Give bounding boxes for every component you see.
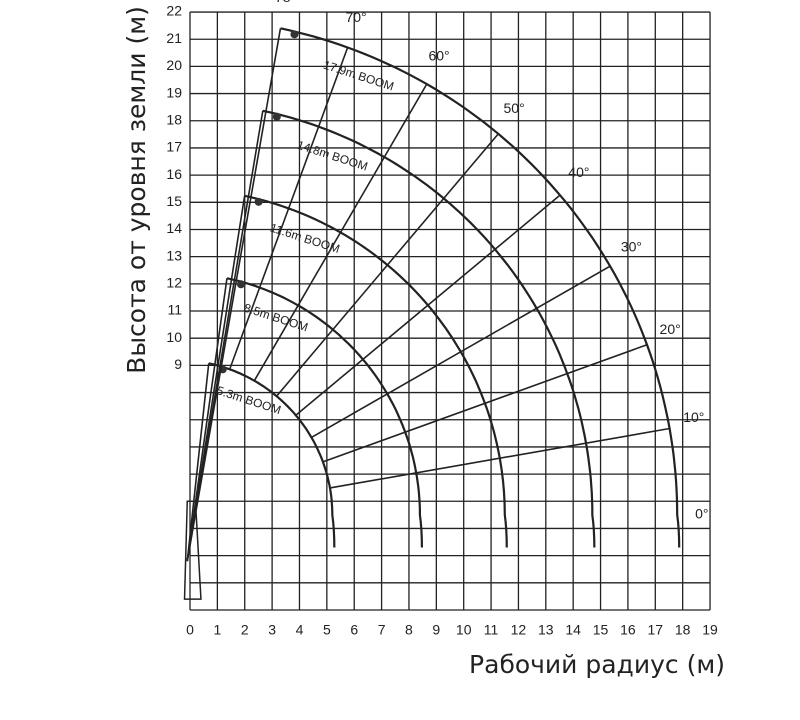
crane-base	[183, 500, 202, 600]
y-tick-label: 17	[166, 139, 182, 155]
y-tick-label: 15	[166, 193, 182, 209]
angle-label: 30°	[621, 239, 642, 255]
y-tick-label: 21	[166, 30, 182, 46]
y-tick-label: 11	[167, 302, 182, 318]
range-arc	[244, 194, 508, 548]
angle-label: 10°	[683, 409, 704, 425]
boom	[186, 363, 210, 562]
x-tick-label: 19	[702, 622, 718, 638]
y-tick-label: 12	[166, 275, 182, 291]
x-tick-label: 6	[350, 622, 358, 638]
angle-ray	[228, 47, 349, 370]
angle-label: 50°	[504, 100, 525, 116]
angle-label: 60°	[428, 48, 449, 64]
y-axis-title: Высота от уровня земли (м)	[122, 6, 151, 374]
boom-head	[272, 112, 281, 121]
angle-ray	[322, 343, 648, 463]
x-tick-label: 12	[511, 622, 527, 638]
angle-ray	[253, 83, 428, 382]
y-tick-label: 22	[166, 3, 182, 19]
angle-label: 40°	[568, 164, 589, 180]
boom-head	[290, 30, 299, 39]
x-tick-label: 13	[538, 622, 554, 638]
x-tick-label: 5	[323, 622, 331, 638]
angle-label: 70°	[345, 9, 366, 25]
y-tick-label: 10	[166, 329, 182, 345]
x-axis-title: Рабочий радиус (м)	[469, 650, 725, 679]
boom	[186, 28, 282, 562]
x-tick-label: 11	[484, 622, 499, 638]
x-tick-label: 0	[186, 622, 194, 638]
y-tick-label: 9	[174, 356, 182, 372]
y-tick-label: 16	[166, 166, 182, 182]
angle-label: 20°	[660, 321, 681, 337]
y-tick-label: 19	[166, 84, 182, 100]
x-tick-label: 9	[432, 622, 440, 638]
y-tick-label: 18	[166, 111, 182, 127]
x-tick-label: 1	[213, 622, 221, 638]
angle-ray	[275, 133, 499, 397]
range-arc	[208, 362, 336, 548]
x-tick-label: 18	[675, 622, 691, 638]
angle-label: 78°	[275, 0, 296, 5]
angle-ray	[311, 265, 611, 439]
x-tick-label: 8	[405, 622, 413, 638]
y-tick-label: 20	[166, 57, 182, 73]
x-tick-label: 16	[620, 622, 636, 638]
range-arc	[262, 109, 596, 548]
angle-ray	[295, 194, 561, 416]
angle-ray	[329, 427, 670, 489]
angle-label: 0°	[695, 506, 708, 522]
x-tick-label: 10	[456, 622, 472, 638]
boom-head	[254, 197, 263, 206]
x-tick-label: 17	[648, 622, 664, 638]
x-tick-label: 15	[593, 622, 609, 638]
range-arc	[280, 27, 681, 548]
y-tick-label: 14	[166, 220, 182, 236]
x-tick-label: 2	[241, 622, 249, 638]
y-tick-label: 13	[166, 247, 182, 263]
x-tick-label: 14	[565, 622, 581, 638]
x-tick-label: 7	[378, 622, 386, 638]
boom-head	[236, 280, 245, 289]
x-tick-label: 3	[268, 622, 276, 638]
x-tick-label: 4	[296, 622, 304, 638]
range-arc	[226, 277, 424, 548]
